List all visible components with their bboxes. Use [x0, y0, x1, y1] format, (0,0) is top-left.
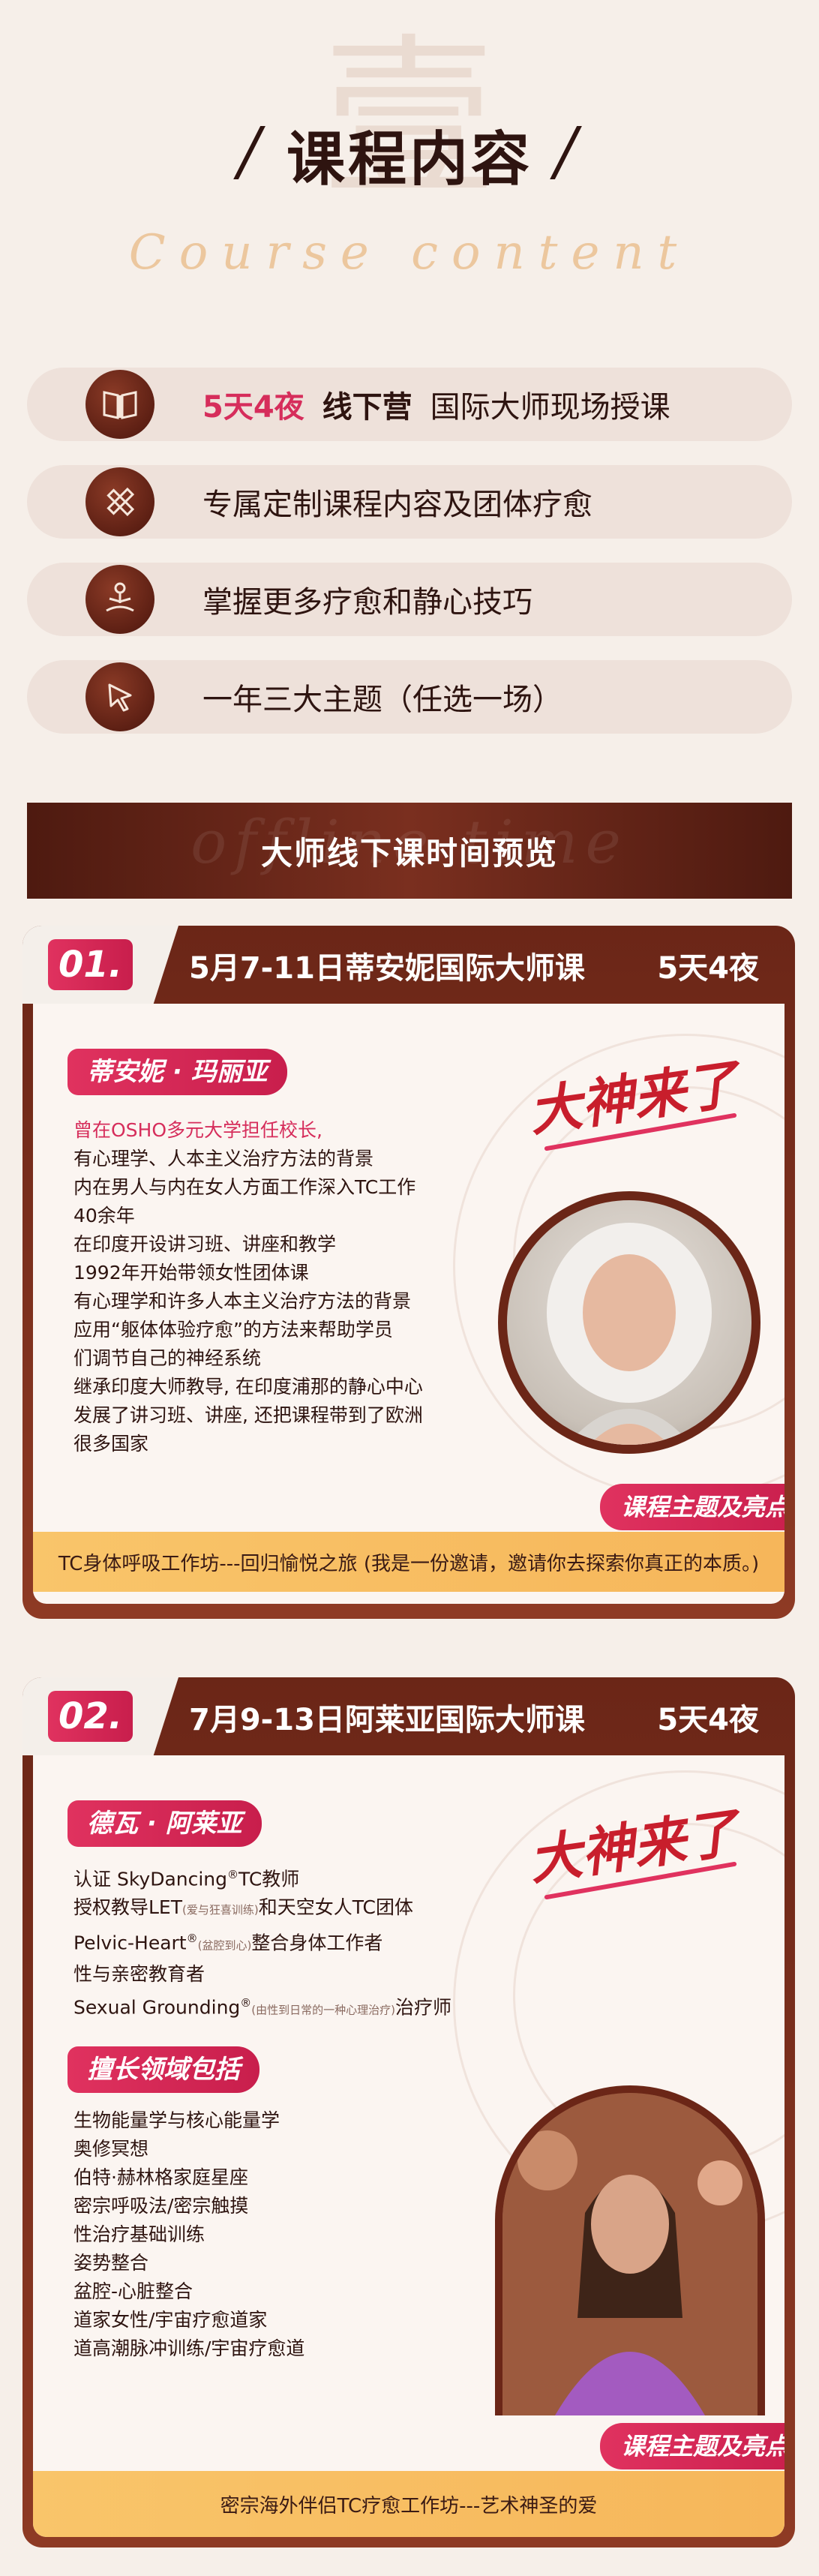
expertise-item: 密宗呼吸法/密宗触摸 [74, 2195, 249, 2217]
description-line: 1992年开始带领女性团体课 [74, 1262, 309, 1283]
description-line: 发展了讲习班、讲座, 还把课程带到了欧洲 [74, 1404, 423, 1426]
credential-line: Pelvic-Heart®(盆腔到心)整合身体工作者 [74, 1932, 383, 1954]
description-lead: 曾在OSHO多元大学担任校长, [74, 1119, 322, 1141]
description-line: 有心理学和许多人本主义治疗方法的背景 [74, 1290, 412, 1312]
expertise-list: 生物能量学与核心能量学 奥修冥想 伯特·赫林格家庭星座 密宗呼吸法/密宗触摸 性… [74, 2106, 464, 2363]
banner-title: 大师线下课时间预览 [260, 834, 558, 872]
feature-text-2: 专属定制课程内容及团体疗愈 [202, 488, 592, 522]
course-duration: 5天4夜 [657, 951, 759, 986]
teacher-description: 曾在OSHO多元大学担任校长, 有心理学、人本主义治疗方法的背景 内在男人与内在… [74, 1116, 494, 1458]
course-date-title: 7月9-13日阿莱亚国际大师课 [189, 1703, 585, 1737]
course-theme-bar: TC身体呼吸工作坊---回归愉悦之旅 (我是一份邀请，邀请你去探索你真正的本质。… [33, 1532, 784, 1592]
cursor-icon [86, 662, 154, 731]
course-card-body: 蒂安妮 · 玛丽亚 大神来了 曾在OSHO多元大学担任校长, 有心理学、人本主义… [33, 1004, 784, 1604]
description-line: 很多国家 [74, 1433, 149, 1455]
description-line: 们调节自己的神经系统 [74, 1347, 262, 1369]
course-card-1: 01. 5月7-11日蒂安妮国际大师课 5天4夜 蒂安妮 · 玛丽亚 大神来了 … [22, 926, 795, 1619]
expertise-item: 道高潮脉冲训练/宇宙疗愈道 [74, 2337, 305, 2359]
banner-watermark: offline time [190, 807, 628, 877]
teacher-credentials: 认证 SkyDancing®TC教师 授权教导LET(爱与狂喜训练)和天空女人T… [74, 1860, 524, 2024]
feature-text-1: 5天4夜 线下营 国际大师现场授课 [202, 383, 670, 426]
credential-line: Sexual Grounding®(由性到日常的一种心理治疗)治疗师 [74, 1995, 452, 2018]
feature-pill-4: 一年三大主题（任选一场） [27, 660, 792, 734]
feature-pill-3: 掌握更多疗愈和静心技巧 [27, 563, 792, 636]
teacher-name-tag: 德瓦 · 阿莱亚 [68, 1800, 262, 1847]
pencil-ruler-icon [86, 467, 154, 536]
expertise-item: 奥修冥想 [74, 2138, 149, 2160]
course-card-2: 02. 7月9-13日阿莱亚国际大师课 5天4夜 德瓦 · 阿莱亚 大神来了 认… [22, 1677, 795, 2547]
meditation-icon [86, 565, 154, 634]
credential-line: 性与亲密教育者 [74, 1962, 206, 1985]
expertise-item: 盆腔-心脏整合 [74, 2280, 194, 2302]
course-number-badge: 02. [22, 1677, 178, 1755]
credential-line: 认证 SkyDancing®TC教师 [74, 1868, 300, 1890]
book-icon [86, 370, 154, 439]
header-script-subtitle: Course content [128, 225, 691, 281]
course-highlight-tag: 课程主题及亮点 [600, 1484, 784, 1530]
course-highlight-tag: 课程主题及亮点 [600, 2423, 784, 2469]
course-number-badge: 01. [22, 926, 178, 1004]
course-number: 02. [48, 1691, 134, 1742]
feature-pill-1: 5天4夜 线下营 国际大师现场授课 [27, 368, 792, 441]
course-card-header: 01. 5月7-11日蒂安妮国际大师课 5天4夜 [22, 926, 795, 1004]
teacher-photo [495, 2085, 765, 2415]
description-line: 在印度开设讲习班、讲座和教学 [74, 1233, 337, 1255]
expertise-tag: 擅长领域包括 [68, 2046, 260, 2093]
course-card-body: 德瓦 · 阿莱亚 大神来了 认证 SkyDancing®TC教师 授权教导LET… [33, 1755, 784, 2537]
description-line: 内在男人与内在女人方面工作深入TC工作 [74, 1176, 416, 1198]
header-watermark-char: 壹 [322, 20, 496, 220]
feature-rest: 国际大师现场授课 [430, 390, 670, 425]
header-left-slash: / [238, 114, 260, 189]
course-duration: 5天4夜 [657, 1703, 759, 1737]
expertise-item: 伯特·赫林格家庭星座 [74, 2166, 248, 2188]
course-card-header: 02. 7月9-13日阿莱亚国际大师课 5天4夜 [22, 1677, 795, 1755]
teacher-name-tag: 蒂安妮 · 玛丽亚 [68, 1049, 287, 1095]
expertise-item: 道家女性/宇宙疗愈道家 [74, 2309, 268, 2331]
section-banner: offline time 大师线下课时间预览 [27, 803, 792, 899]
description-line: 应用“躯体体验疗愈”的方法来帮助学员 [74, 1319, 393, 1341]
course-number: 01. [48, 939, 134, 990]
feature-bold: 线下营 [322, 390, 412, 425]
course-theme-bar: 密宗海外伴侣TC疗愈工作坊---艺术神圣的爱 [33, 2471, 784, 2537]
feature-text-3: 掌握更多疗愈和静心技巧 [202, 585, 532, 620]
header-right-slash: / [555, 114, 577, 189]
teacher-photo [498, 1191, 760, 1454]
expertise-item: 生物能量学与核心能量学 [74, 2109, 280, 2131]
expertise-item: 性治疗基础训练 [74, 2223, 206, 2245]
description-line: 继承印度大师教导, 在印度浦那的静心中心 [74, 1376, 423, 1398]
feature-highlight: 5天4夜 [202, 390, 304, 425]
expertise-item: 姿势整合 [74, 2252, 149, 2274]
description-line: 40余年 [74, 1205, 135, 1226]
credential-line: 授权教导LET(爱与狂喜训练)和天空女人TC团体 [74, 1896, 413, 1919]
feature-text-4: 一年三大主题（任选一场） [202, 683, 562, 717]
page-title: 课程内容 [286, 126, 532, 194]
feature-pill-2: 专属定制课程内容及团体疗愈 [27, 465, 792, 539]
course-date-title: 5月7-11日蒂安妮国际大师课 [189, 951, 585, 986]
description-line: 有心理学、人本主义治疗方法的背景 [74, 1148, 374, 1169]
